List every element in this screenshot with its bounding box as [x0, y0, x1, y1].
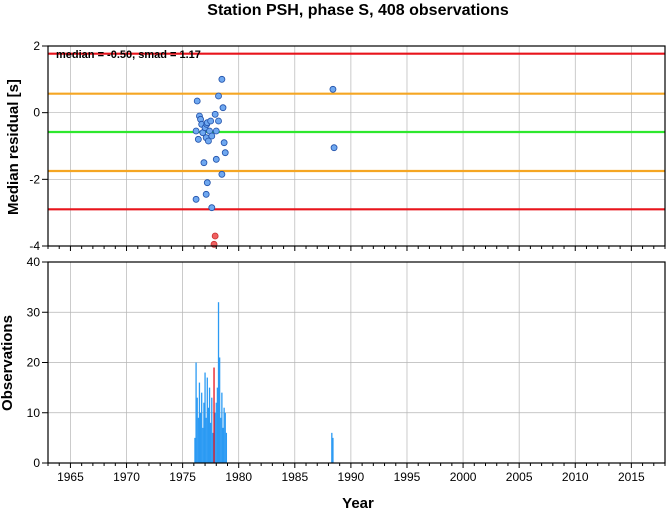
observation-bar [215, 402, 217, 463]
residual-point [218, 75, 226, 83]
x-tick-label: 2015 [618, 470, 645, 484]
y-tick-label: 0 [33, 106, 40, 120]
residual-point [330, 144, 338, 152]
residual-point [212, 127, 220, 135]
observation-bar [204, 372, 206, 463]
y-tick-label: -4 [29, 239, 40, 253]
residual-point [219, 104, 227, 112]
observation-bar [195, 362, 197, 463]
residual-x-ticks [47, 246, 666, 251]
x-tick-label: 1975 [169, 470, 196, 484]
residual-panel-frame [47, 45, 666, 247]
chart-title: Station PSH, phase S, 408 observations [207, 2, 509, 19]
y-tick-label: 40 [27, 255, 41, 269]
outlier-point [211, 232, 219, 240]
residual-point [193, 97, 201, 105]
observations-x-ticks: 1965 1970 1975 1980 1985 1990 1995 2000 2005 2010… [47, 463, 666, 484]
residual-point [192, 127, 200, 135]
x-tick-label: 1980 [225, 470, 252, 484]
observation-bar [332, 437, 334, 463]
observation-bar [214, 412, 216, 463]
observation-bar [222, 427, 224, 463]
residual-point [215, 117, 222, 125]
observation-bar [201, 392, 203, 463]
observation-bar [331, 432, 333, 463]
observation-bar [211, 397, 213, 463]
y-tick-label: 0 [33, 456, 40, 470]
residual-point [200, 159, 208, 167]
observation-bar [218, 357, 221, 463]
residual-threshold-lines [48, 52, 665, 211]
observation-bar [199, 412, 202, 463]
residual-point [192, 195, 200, 203]
x-tick-label: 1965 [57, 470, 84, 484]
y-tick-label: -2 [29, 172, 40, 186]
observation-bar [223, 407, 225, 463]
observation-bar [197, 417, 199, 463]
residual-point [329, 85, 337, 93]
residual-point [203, 179, 211, 187]
x-tick-label: 2000 [450, 470, 477, 484]
y-tick-label: 10 [27, 406, 41, 420]
observation-bar [196, 397, 198, 463]
x-tick-label: 1995 [394, 470, 421, 484]
x-tick-label: 2005 [506, 470, 533, 484]
observation-bar [221, 392, 223, 463]
observation-bar [198, 382, 201, 463]
y-tick-label: 2 [33, 39, 40, 53]
observation-bar [216, 387, 219, 463]
residual-panel: 2 0 -2 -4 median = -0.50, smad = 1.17 Media… [5, 39, 666, 253]
y-tick-label: 20 [27, 356, 41, 370]
observation-bar [208, 387, 211, 463]
observation-bar [220, 417, 222, 463]
observation-bar [202, 427, 204, 463]
observation-bar [194, 437, 196, 463]
observation-bar [210, 422, 212, 463]
observation-bar [213, 367, 215, 463]
observation-bar [205, 417, 207, 463]
year-axis-label: Year [342, 495, 374, 511]
observation-highlight-bars [213, 367, 215, 463]
residual-y-axis-label: Median residual [s] [5, 79, 22, 215]
residual-point [194, 135, 202, 143]
y-tick-label: 30 [27, 305, 41, 319]
residual-point [202, 190, 210, 198]
observation-bar [212, 432, 214, 463]
observation-bar [207, 407, 210, 463]
x-tick-label: 1970 [113, 470, 140, 484]
observation-bar [206, 377, 208, 463]
residual-point [207, 117, 215, 125]
observations-y-axis-label: Observations [0, 315, 16, 411]
observation-bars [194, 302, 334, 463]
residual-point [205, 137, 212, 145]
observation-bar [217, 302, 220, 463]
residual-point [211, 110, 219, 118]
x-tick-label: 2010 [562, 470, 589, 484]
residual-point [221, 149, 229, 157]
residual-point [218, 170, 226, 178]
residual-y-ticks: 2 0 -2 -4 [29, 39, 48, 253]
observations-y-ticks: 40 30 20 10 0 [27, 255, 48, 470]
observation-bar [203, 402, 205, 463]
residual-point [208, 132, 216, 140]
residual-point [220, 139, 228, 147]
residual-points [192, 75, 338, 212]
residual-point [212, 155, 220, 163]
residual-panel-background [48, 46, 665, 246]
observation-bar [224, 412, 226, 463]
observation-bar [225, 432, 228, 463]
residual-point [215, 92, 222, 100]
x-tick-label: 1990 [338, 470, 365, 484]
x-tick-label: 1985 [281, 470, 308, 484]
residual-point [208, 204, 216, 212]
median-smad-annotation: median = -0.50, smad = 1.17 [56, 49, 201, 61]
